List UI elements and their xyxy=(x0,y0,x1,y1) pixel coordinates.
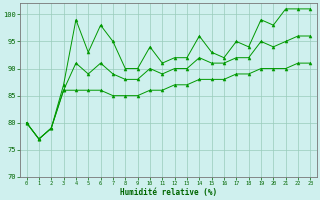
X-axis label: Humidité relative (%): Humidité relative (%) xyxy=(120,188,217,197)
